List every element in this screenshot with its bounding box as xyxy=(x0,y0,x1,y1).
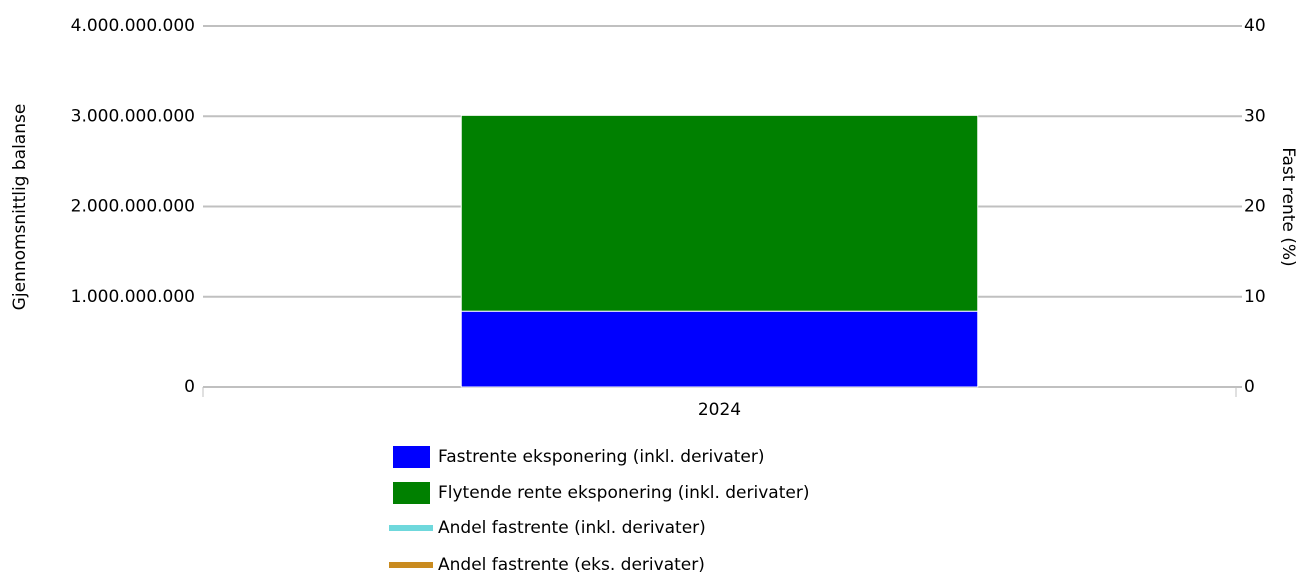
y-tick-label: 4.000.000.000 xyxy=(71,16,195,36)
y2-tick-label: 0 xyxy=(1244,377,1255,397)
y-axis-label: Gjennomsnittlig balanse xyxy=(10,104,30,311)
legend-label: Fastrente eksponering (inkl. derivater) xyxy=(438,447,765,467)
bar xyxy=(460,114,979,312)
legend-swatch xyxy=(389,525,433,531)
y2-tick-label: 30 xyxy=(1244,106,1266,126)
legend-swatch xyxy=(389,562,433,568)
x-tick-label: 2024 xyxy=(698,400,741,420)
y-tick-label: 1.000.000.000 xyxy=(71,287,195,307)
bar xyxy=(460,310,979,388)
y2-tick-label: 10 xyxy=(1244,287,1266,307)
legend-label: Andel fastrente (eks. derivater) xyxy=(438,555,705,575)
legend-label: Flytende rente eksponering (inkl. deriva… xyxy=(438,483,809,503)
y-tick-label: 0 xyxy=(184,377,195,397)
y-tick-label: 2.000.000.000 xyxy=(71,197,195,217)
y-tick-label: 3.000.000.000 xyxy=(71,106,195,126)
legend-swatch xyxy=(393,446,430,468)
y2-tick-label: 40 xyxy=(1244,16,1266,36)
legend-label: Andel fastrente (inkl. derivater) xyxy=(438,518,706,538)
y2-axis-label: Fast rente (%) xyxy=(1278,147,1298,266)
y2-tick-label: 20 xyxy=(1244,197,1266,217)
legend-swatch xyxy=(393,482,430,504)
